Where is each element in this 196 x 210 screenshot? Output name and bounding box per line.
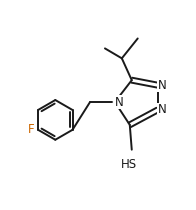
Text: N: N [158,79,166,92]
Text: N: N [158,104,166,117]
Text: HS: HS [121,158,137,171]
Text: N: N [115,96,124,109]
Text: F: F [28,123,34,136]
